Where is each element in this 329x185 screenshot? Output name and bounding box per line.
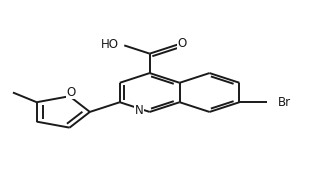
Text: Br: Br [278, 96, 291, 109]
Text: N: N [135, 104, 144, 117]
Text: O: O [66, 86, 75, 99]
Text: HO: HO [101, 38, 119, 51]
Text: O: O [178, 37, 187, 50]
